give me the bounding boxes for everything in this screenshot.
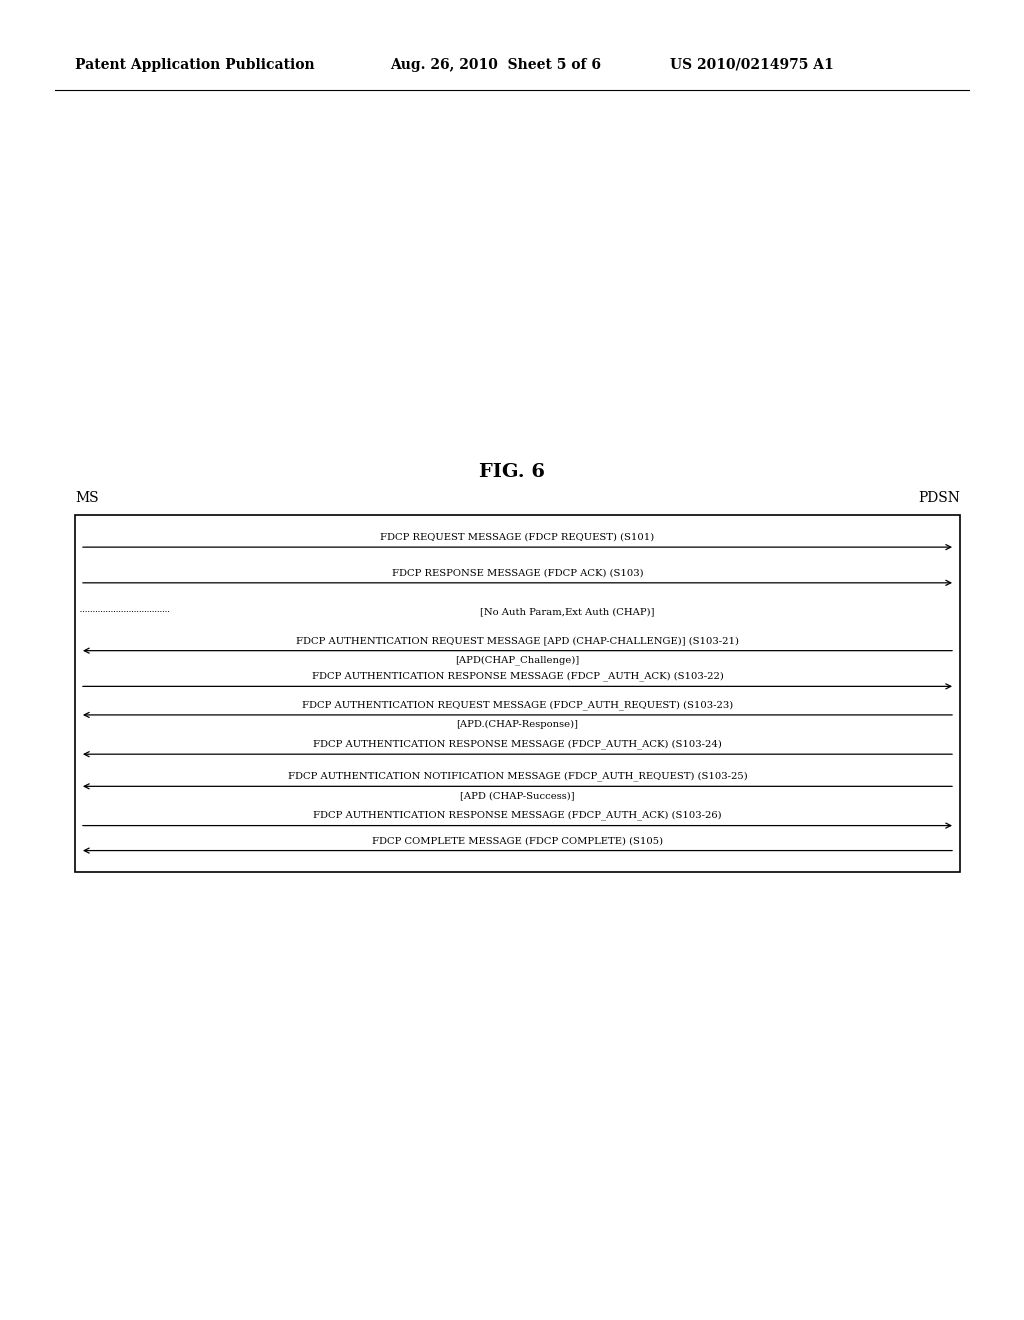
Text: MS: MS bbox=[75, 491, 98, 506]
Text: [No Auth Param,Ext Auth (CHAP)]: [No Auth Param,Ext Auth (CHAP)] bbox=[480, 607, 654, 616]
Text: [APD(CHAP_Challenge)]: [APD(CHAP_Challenge)] bbox=[456, 655, 580, 665]
Text: [APD (CHAP-Success)]: [APD (CHAP-Success)] bbox=[460, 791, 574, 800]
Text: FDCP COMPLETE MESSAGE (FDCP COMPLETE) (S105): FDCP COMPLETE MESSAGE (FDCP COMPLETE) (S… bbox=[372, 837, 664, 845]
Text: FDCP AUTHENTICATION REQUEST MESSAGE [APD (CHAP-CHALLENGE)] (S103-21): FDCP AUTHENTICATION REQUEST MESSAGE [APD… bbox=[296, 636, 739, 645]
Text: Aug. 26, 2010  Sheet 5 of 6: Aug. 26, 2010 Sheet 5 of 6 bbox=[390, 58, 601, 73]
Text: FDCP AUTHENTICATION RESPONSE MESSAGE (FDCP _AUTH_ACK) (S103-22): FDCP AUTHENTICATION RESPONSE MESSAGE (FD… bbox=[311, 671, 723, 681]
Text: FDCP AUTHENTICATION RESPONSE MESSAGE (FDCP_AUTH_ACK) (S103-26): FDCP AUTHENTICATION RESPONSE MESSAGE (FD… bbox=[313, 810, 722, 820]
Text: FDCP AUTHENTICATION REQUEST MESSAGE (FDCP_AUTH_REQUEST) (S103-23): FDCP AUTHENTICATION REQUEST MESSAGE (FDC… bbox=[302, 700, 733, 710]
Bar bbox=[75, 515, 961, 873]
Text: [APD.(CHAP-Response)]: [APD.(CHAP-Response)] bbox=[457, 719, 579, 729]
Text: FDCP REQUEST MESSAGE (FDCP REQUEST) (S101): FDCP REQUEST MESSAGE (FDCP REQUEST) (S10… bbox=[380, 533, 654, 541]
Text: FDCP AUTHENTICATION NOTIFICATION MESSAGE (FDCP_AUTH_REQUEST) (S103-25): FDCP AUTHENTICATION NOTIFICATION MESSAGE… bbox=[288, 771, 748, 781]
Text: FDCP RESPONSE MESSAGE (FDCP ACK) (S103): FDCP RESPONSE MESSAGE (FDCP ACK) (S103) bbox=[392, 569, 643, 577]
Text: US 2010/0214975 A1: US 2010/0214975 A1 bbox=[670, 58, 834, 73]
Text: FIG. 6: FIG. 6 bbox=[479, 463, 545, 480]
Text: FDCP AUTHENTICATION RESPONSE MESSAGE (FDCP_AUTH_ACK) (S103-24): FDCP AUTHENTICATION RESPONSE MESSAGE (FD… bbox=[313, 739, 722, 748]
Text: PDSN: PDSN bbox=[919, 491, 961, 506]
Text: Patent Application Publication: Patent Application Publication bbox=[75, 58, 314, 73]
